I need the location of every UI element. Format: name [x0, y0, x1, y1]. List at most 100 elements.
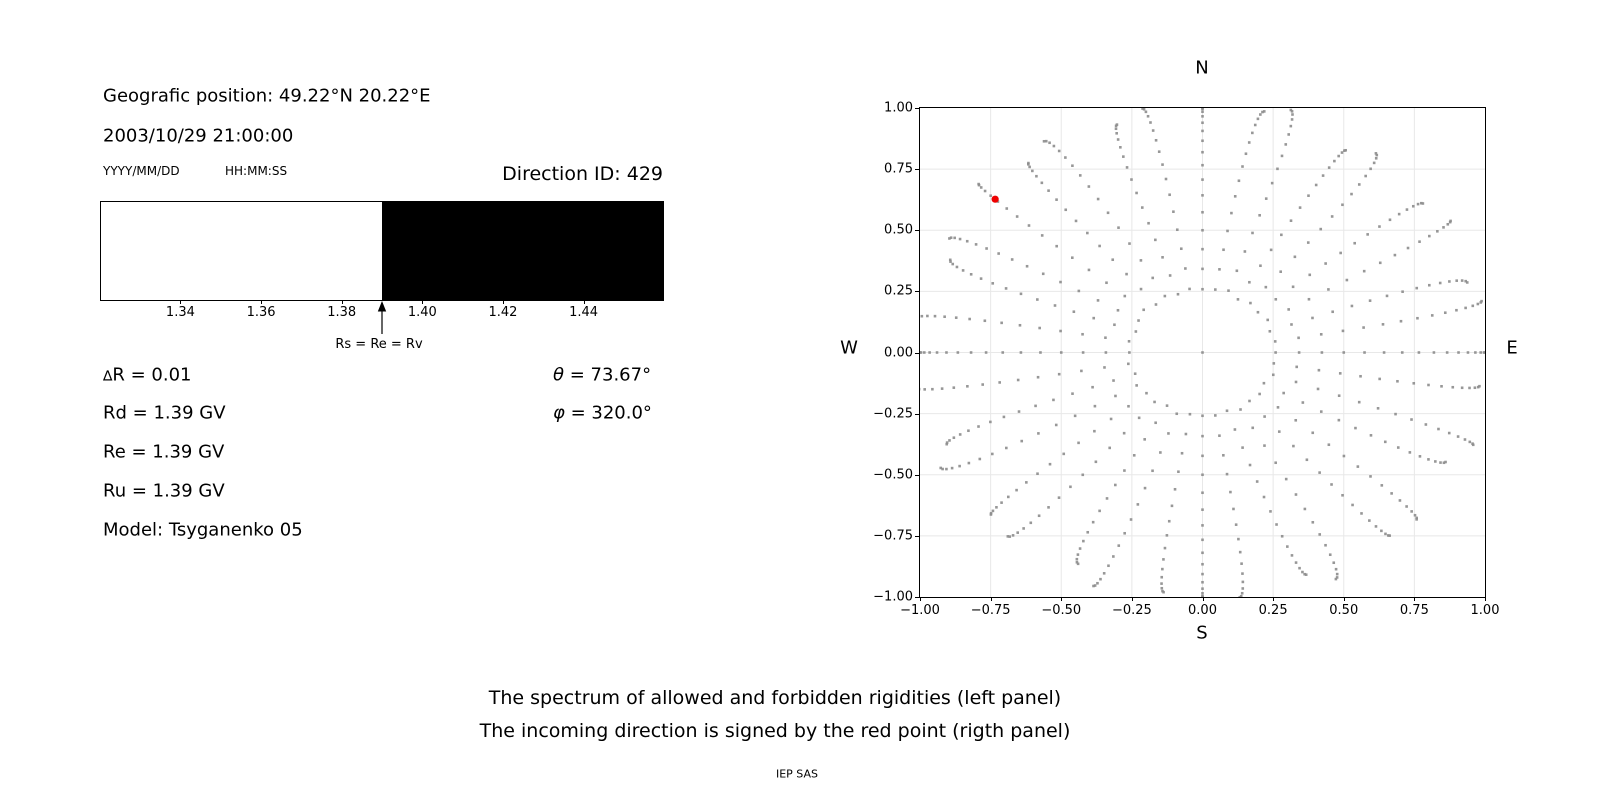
- direction-dot: [1378, 225, 1381, 228]
- direction-dot: [1042, 139, 1046, 143]
- direction-dot: [1233, 428, 1237, 431]
- direction-dot: [995, 506, 998, 509]
- direction-dot: [1297, 336, 1300, 340]
- direction-dot: [1149, 121, 1152, 124]
- direction-dot: [1294, 380, 1298, 384]
- direction-dot: [1460, 279, 1464, 282]
- direction-dot: [1170, 504, 1174, 508]
- direction-dot: [1248, 280, 1251, 284]
- direction-dot: [1134, 330, 1138, 333]
- direction-dot: [1184, 432, 1188, 436]
- direction-dot: [1408, 451, 1412, 454]
- direction-dot: [1075, 557, 1079, 561]
- re-line: Re = 1.39 GV: [103, 441, 225, 463]
- direction-dot: [952, 386, 956, 389]
- direction-dot: [1384, 532, 1387, 536]
- direction-dot: [1111, 258, 1115, 262]
- direction-dot: [1342, 351, 1346, 354]
- direction-dot: [1093, 404, 1097, 408]
- direction-dot: [945, 467, 948, 471]
- direction-dot: [1390, 492, 1393, 495]
- direction-dot: [965, 239, 969, 243]
- direction-dot: [997, 252, 1000, 255]
- direction-dot: [1327, 443, 1331, 447]
- direction-dot: [1378, 377, 1381, 381]
- direction-dot: [1109, 417, 1113, 421]
- direction-dot: [1135, 191, 1138, 195]
- direction-dot: [1362, 269, 1366, 273]
- direction-dot: [1397, 212, 1401, 216]
- direction-dot: [941, 467, 944, 471]
- direction-dot: [1282, 391, 1285, 395]
- direction-dot: [1092, 584, 1095, 588]
- spectrum-region-forbidden: [382, 202, 663, 300]
- direction-dot: [1052, 398, 1055, 402]
- y-axis-tick-label: −0.25: [873, 406, 913, 422]
- direction-dot: [1201, 247, 1204, 251]
- direction-dot: [1147, 221, 1150, 225]
- direction-dot: [1259, 264, 1262, 268]
- x-axis-tick-label: 0.75: [1399, 603, 1429, 618]
- direction-dot: [978, 457, 982, 461]
- direction-dot: [1159, 451, 1162, 454]
- direction-dot: [977, 425, 980, 428]
- direction-dot: [1273, 340, 1277, 343]
- direction-dot: [1064, 156, 1067, 159]
- direction-dot: [1318, 533, 1322, 536]
- direction-dot: [1354, 426, 1357, 430]
- direction-dot: [1291, 113, 1294, 116]
- direction-dot: [1040, 181, 1044, 185]
- direction-dot: [1375, 153, 1379, 157]
- direction-dot: [1114, 394, 1117, 398]
- x-axis-tick: [1061, 597, 1063, 601]
- direction-dot: [1177, 470, 1180, 474]
- direction-dot: [1025, 481, 1028, 484]
- direction-dot: [1320, 351, 1324, 354]
- direction-dot: [1294, 418, 1298, 422]
- direction-dot: [1339, 251, 1342, 255]
- direction-dot: [1201, 491, 1204, 495]
- direction-dot: [1251, 231, 1254, 235]
- direction-dot: [1471, 304, 1475, 308]
- direction-dot: [1456, 435, 1460, 438]
- direction-dot: [1143, 438, 1146, 441]
- direction-dot: [1130, 178, 1133, 181]
- direction-dot: [1405, 208, 1409, 211]
- direction-dot: [1151, 469, 1154, 473]
- direction-dot: [958, 237, 962, 241]
- direction-dot: [1127, 404, 1130, 408]
- x-axis-tick-label: 1.00: [1470, 603, 1500, 618]
- ru-line: Ru = 1.39 GV: [103, 480, 225, 502]
- direction-dot: [1201, 351, 1204, 354]
- direction-dot: [1119, 146, 1122, 149]
- direction-dot: [1357, 400, 1361, 404]
- direction-dot: [1087, 185, 1091, 188]
- direction-dot: [1093, 429, 1096, 433]
- y-axis-tick-label: 1.00: [884, 100, 913, 116]
- direction-dot: [1258, 213, 1261, 217]
- direction-dot: [1016, 378, 1020, 382]
- direction-dot: [1236, 298, 1240, 301]
- direction-dot: [1238, 596, 1242, 599]
- direction-dot: [1256, 310, 1260, 314]
- direction-dot: [1081, 332, 1084, 336]
- direction-dot: [1201, 287, 1204, 291]
- direction-dot: [1062, 452, 1066, 456]
- direction-dot: [1055, 198, 1058, 201]
- direction-dot: [928, 351, 931, 354]
- direction-dot: [1161, 256, 1164, 259]
- direction-dot: [996, 200, 1000, 203]
- direction-dot: [1031, 169, 1034, 173]
- direction-dot: [1304, 573, 1308, 576]
- y-axis-tick: [915, 108, 919, 109]
- direction-dot: [1001, 351, 1005, 354]
- direction-dot: [1025, 264, 1029, 268]
- datetime-text: 2003/10/29 21:00:00: [103, 125, 294, 147]
- direction-dot: [1241, 572, 1244, 575]
- direction-dot: [1280, 154, 1284, 158]
- direction-dot: [1104, 336, 1107, 340]
- direction-dot: [1445, 351, 1449, 354]
- direction-dot: [1167, 432, 1170, 435]
- direction-dot: [1173, 487, 1177, 491]
- direction-dot: [1028, 165, 1031, 169]
